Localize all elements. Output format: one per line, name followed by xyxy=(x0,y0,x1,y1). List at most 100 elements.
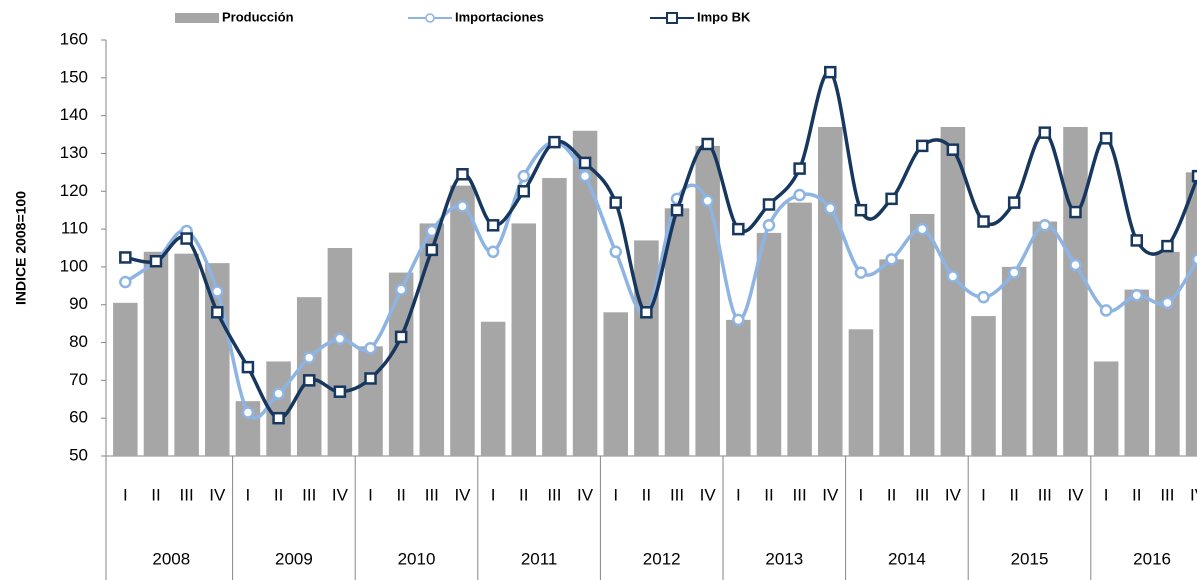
y-tick-label: 50 xyxy=(69,445,88,464)
x-group-label: 2012 xyxy=(643,549,681,568)
bar xyxy=(1001,266,1027,456)
x-tick-label: I xyxy=(859,485,864,504)
bar xyxy=(818,126,843,457)
marker xyxy=(333,385,347,398)
marker xyxy=(1161,296,1174,310)
marker xyxy=(1191,169,1197,183)
marker xyxy=(486,219,500,232)
marker xyxy=(1007,266,1021,279)
legend-marker xyxy=(666,12,678,24)
bar xyxy=(634,240,659,456)
x-tick-label: IV xyxy=(332,485,349,504)
bar xyxy=(756,232,782,456)
bar xyxy=(695,145,720,456)
bar xyxy=(143,251,169,456)
marker xyxy=(1099,132,1113,145)
x-tick-label: III xyxy=(180,485,194,504)
marker xyxy=(946,143,960,156)
marker xyxy=(211,285,224,298)
marker xyxy=(333,332,347,346)
legend-label: Producción xyxy=(222,9,294,24)
marker xyxy=(456,168,469,181)
bar xyxy=(787,202,812,456)
marker xyxy=(824,202,837,215)
x-tick-label: II xyxy=(396,485,405,504)
x-tick-label: I xyxy=(981,485,986,504)
marker xyxy=(1191,253,1197,266)
marker xyxy=(548,135,561,149)
x-group-label: 2009 xyxy=(275,549,313,568)
marker xyxy=(364,341,377,355)
legend-label: Importaciones xyxy=(455,9,544,24)
y-tick-label: 140 xyxy=(60,105,88,124)
marker xyxy=(486,245,500,259)
marker xyxy=(302,374,316,387)
marker xyxy=(732,222,745,236)
marker xyxy=(272,411,285,425)
marker xyxy=(640,306,653,319)
marker xyxy=(119,251,132,264)
marker xyxy=(793,188,806,202)
marker xyxy=(915,139,929,153)
bar xyxy=(909,213,935,456)
x-tick-label: IV xyxy=(209,485,226,504)
marker xyxy=(1038,126,1052,139)
marker xyxy=(1007,196,1021,209)
x-tick-label: III xyxy=(547,485,561,504)
marker xyxy=(272,387,285,400)
x-tick-label: IV xyxy=(577,485,594,504)
marker xyxy=(977,215,990,228)
x-group-label: 2010 xyxy=(398,549,436,568)
bar xyxy=(603,312,628,456)
marker xyxy=(180,232,193,245)
x-group-label: 2011 xyxy=(521,549,558,568)
marker xyxy=(364,372,377,385)
x-tick-label: II xyxy=(274,485,283,504)
y-tick-label: 70 xyxy=(69,370,88,389)
x-tick-label: IV xyxy=(822,485,839,504)
marker xyxy=(302,351,316,364)
marker xyxy=(211,306,224,319)
bar xyxy=(450,185,475,456)
x-tick-label: IV xyxy=(945,485,962,504)
marker xyxy=(977,290,990,304)
x-tick-label: III xyxy=(793,485,807,504)
line xyxy=(124,140,1197,420)
y-tick-label: 100 xyxy=(60,256,88,275)
marker xyxy=(517,185,531,198)
marker xyxy=(701,137,714,151)
marker xyxy=(732,313,745,327)
x-group-label: 2014 xyxy=(888,549,926,568)
marker xyxy=(946,270,960,283)
marker xyxy=(517,169,531,183)
bar xyxy=(971,316,996,456)
marker xyxy=(241,406,255,419)
x-group-label: 2015 xyxy=(1011,549,1049,568)
marker xyxy=(241,360,255,374)
x-tick-label: II xyxy=(1132,485,1141,504)
y-tick-label: 80 xyxy=(69,332,88,351)
y-tick-label: 150 xyxy=(60,67,88,86)
marker xyxy=(854,203,868,217)
marker xyxy=(578,169,592,183)
bar xyxy=(358,346,383,456)
marker xyxy=(793,162,806,175)
x-tick-label: I xyxy=(246,485,251,504)
legend-label: Impo BK xyxy=(697,9,751,24)
x-tick-label: IV xyxy=(1190,485,1197,504)
marker xyxy=(854,266,868,279)
bar xyxy=(848,329,874,456)
marker xyxy=(824,65,837,79)
x-tick-label: I xyxy=(123,485,128,504)
x-tick-label: III xyxy=(670,485,684,504)
bar xyxy=(1063,126,1088,457)
x-tick-label: I xyxy=(491,485,496,504)
x-tick-label: II xyxy=(519,485,528,504)
bar xyxy=(542,178,567,456)
bar xyxy=(664,208,690,456)
x-tick-label: III xyxy=(425,485,439,504)
bar xyxy=(174,253,199,456)
marker xyxy=(885,192,898,206)
marker xyxy=(394,283,408,296)
